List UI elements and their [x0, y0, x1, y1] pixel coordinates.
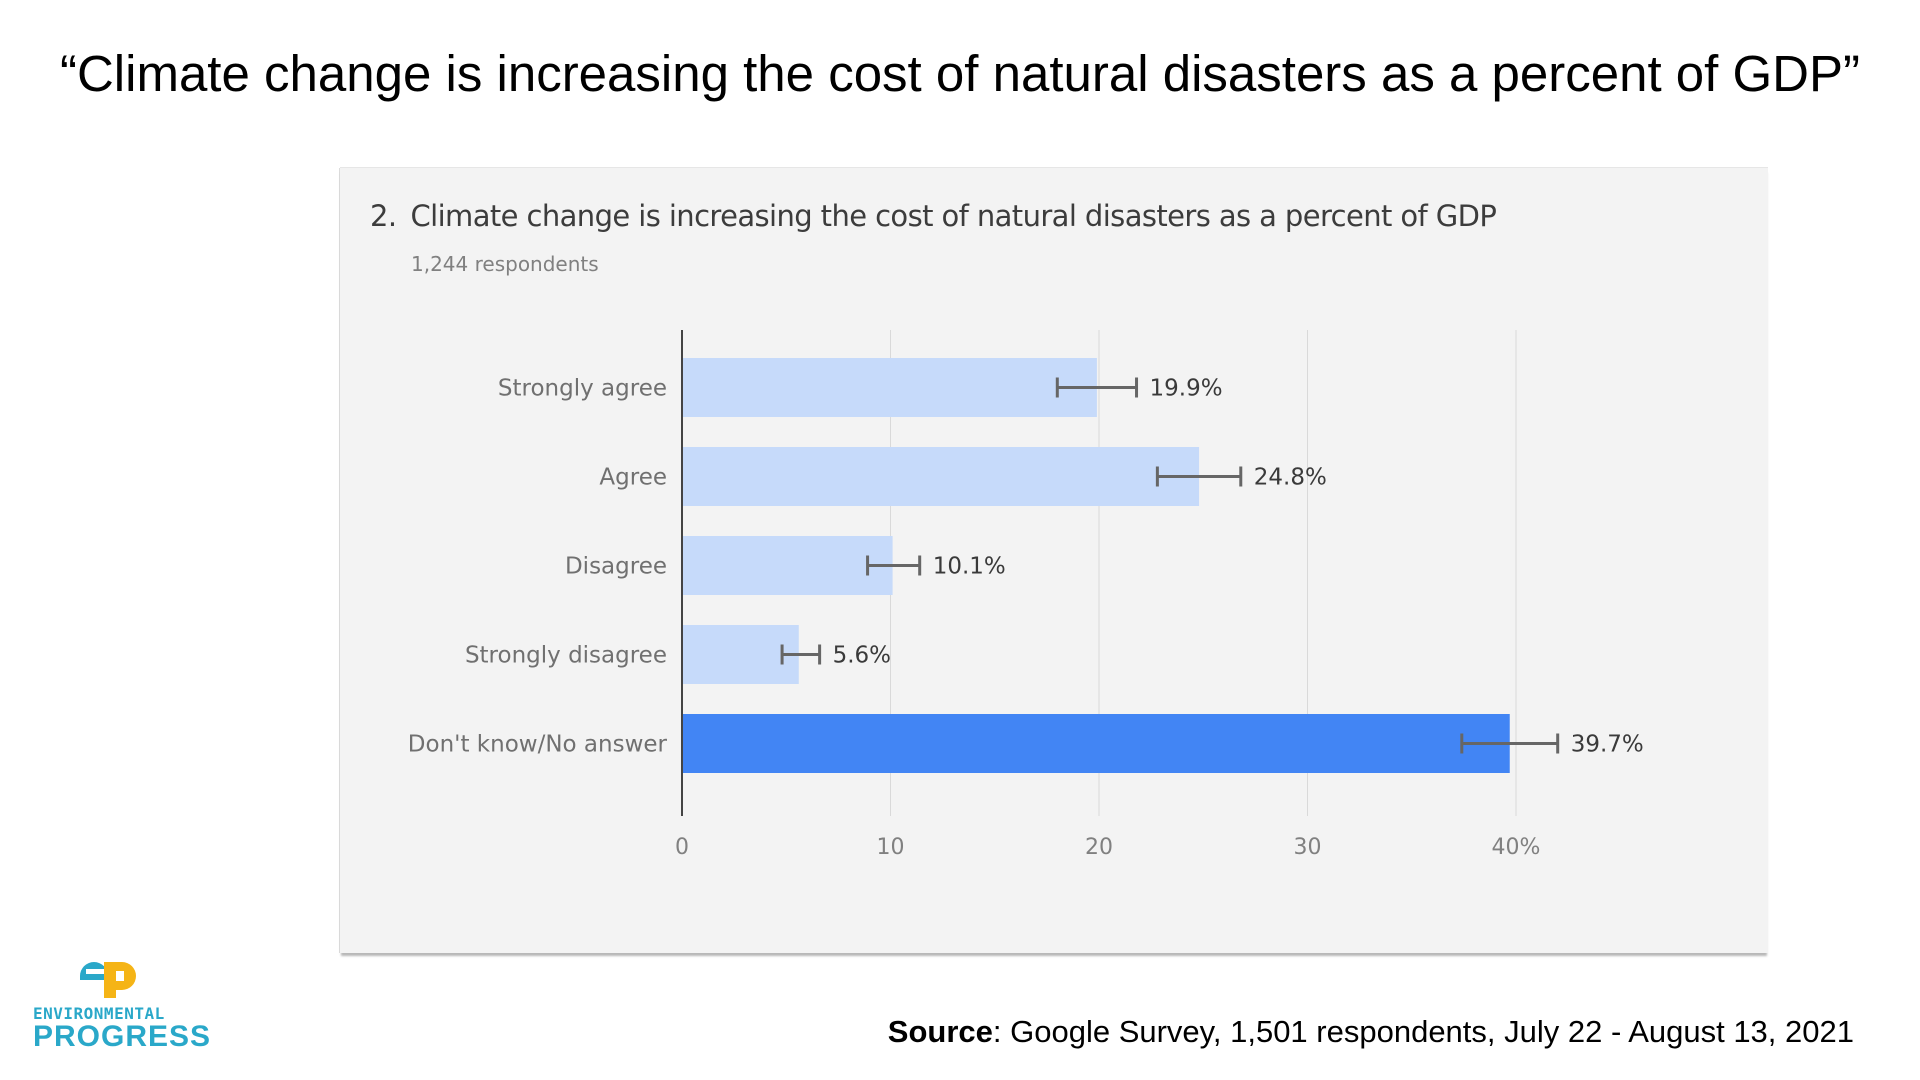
- data-label: 39.7%: [1571, 732, 1644, 758]
- category-label: Strongly agree: [498, 376, 667, 402]
- question-text: Climate change is increasing the cost of…: [410, 199, 1497, 233]
- bar-chart: 19.9% Strongly agree 24.8% Agree 10.1% Disagr…: [408, 330, 1644, 860]
- slide-title: “Climate change is increasing the cost o…: [59, 45, 1861, 102]
- source-text: : Google Survey, 1,501 respondents, July…: [992, 1014, 1854, 1049]
- bar: [682, 714, 1510, 773]
- category-label: Agree: [599, 465, 667, 491]
- data-label: 24.8%: [1254, 465, 1327, 491]
- x-tick-label: 10: [877, 835, 905, 860]
- data-label: 10.1%: [933, 554, 1006, 580]
- x-tick-label: 0: [675, 835, 689, 860]
- category-label: Strongly disagree: [465, 643, 667, 669]
- bar: [682, 358, 1097, 417]
- environmental-progress-logo: ENVIRONMENTAL PROGRESS: [33, 954, 210, 1054]
- category-label: Don't know/No answer: [408, 732, 668, 758]
- question-title: 2. Climate change is increasing the cost …: [370, 199, 1497, 233]
- bar: [682, 447, 1200, 506]
- x-tick-label: 30: [1294, 835, 1322, 860]
- source-note: Source: Google Survey, 1,501 respondents…: [888, 1014, 1854, 1050]
- ep-logo-icon: [80, 962, 136, 998]
- bar: [682, 536, 893, 595]
- x-tick-label: 20: [1085, 835, 1113, 860]
- chart-panel: 2. Climate change is increasing the cost …: [340, 168, 1768, 953]
- data-label: 19.9%: [1150, 376, 1223, 402]
- logo-text-line1: ENVIRONMENTAL: [33, 1004, 165, 1023]
- x-tick-label: 40%: [1492, 835, 1541, 860]
- logo-text-line2: PROGRESS: [33, 1020, 212, 1053]
- source-label: Source: [887, 1014, 993, 1049]
- data-label: 5.6%: [833, 643, 891, 669]
- question-number: 2.: [370, 199, 397, 233]
- respondent-count: 1,244 respondents: [411, 252, 599, 276]
- bar: [682, 625, 799, 684]
- category-label: Disagree: [565, 554, 667, 580]
